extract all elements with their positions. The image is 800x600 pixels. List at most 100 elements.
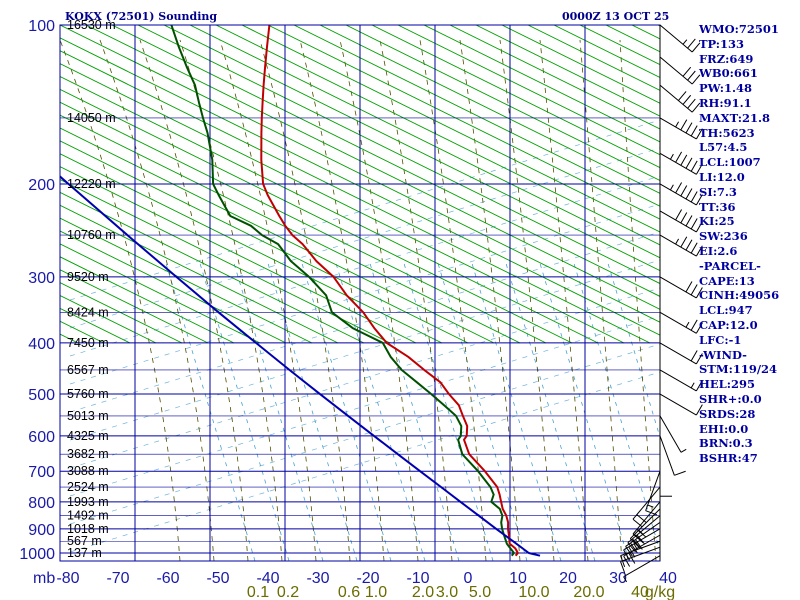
wind-barb	[623, 555, 661, 583]
moist-adiabat	[579, 39, 623, 561]
stat-line: TP:133	[699, 36, 745, 51]
mixing-ratio-line	[266, 259, 358, 561]
mixing-ratio-label: 0.6	[338, 584, 360, 600]
wind-barb	[659, 435, 686, 476]
wind-barb	[659, 209, 703, 233]
stat-line: -WIND-	[699, 347, 747, 362]
dry-adiabat	[475, 25, 660, 117]
moist-adiabat	[99, 39, 215, 561]
temp-label-20: 20	[559, 570, 577, 587]
pressure-label-300: 300	[28, 270, 55, 287]
mixing-ratio-line	[470, 259, 562, 561]
height-label: 7450 m	[67, 336, 109, 350]
saturation-guide	[69, 287, 660, 469]
stat-line: LI:12.0	[699, 169, 745, 184]
stat-line: SW:236	[699, 229, 748, 244]
dry-adiabat	[60, 269, 209, 344]
height-label: 5013 m	[67, 409, 109, 423]
dry-adiabat	[397, 25, 660, 156]
mixing-ratio-label: 10.0	[518, 584, 549, 600]
pressure-label-100: 100	[28, 18, 55, 35]
temp-label--60: -60	[156, 570, 179, 587]
stat-line: SHR+:0.0	[699, 391, 762, 406]
wind-barb	[659, 234, 703, 257]
moist-adiabat	[259, 39, 351, 561]
temp-label--50: -50	[206, 570, 229, 587]
stat-line: TT:36	[699, 199, 736, 214]
height-label: 3682 m	[67, 447, 109, 461]
pressure-label-400: 400	[28, 336, 55, 353]
mixing-ratio-line	[368, 259, 460, 561]
height-label: 8424 m	[67, 305, 109, 319]
temp-label--10: -10	[406, 570, 429, 587]
temp-label--30: -30	[306, 570, 329, 587]
mixing-ratio-label: 2.0	[412, 584, 434, 600]
pressure-labels: 1000 900 800 700 600 500 400 300 200 100	[19, 18, 55, 563]
wind-barb	[659, 117, 703, 140]
wind-barb	[645, 471, 661, 516]
dry-adiabat	[423, 25, 660, 143]
moist-adiabat	[459, 39, 521, 561]
mixing-ratio-line	[504, 259, 596, 561]
dry-adiabat	[527, 25, 660, 91]
pressure-label-700: 700	[28, 464, 55, 481]
dry-adiabat	[60, 256, 235, 344]
height-label: 16530 m	[67, 18, 116, 32]
height-label: 14050 m	[67, 111, 116, 125]
mixing-ratio-line	[606, 259, 660, 439]
mixing-ratio-line	[232, 259, 324, 561]
temp-label-30: 30	[609, 570, 627, 587]
height-label: 10760 m	[67, 228, 116, 242]
stat-line: L57:4.5	[699, 140, 748, 155]
wind-barb	[632, 486, 661, 528]
mixing-ratio-label: 1.0	[365, 584, 387, 600]
mixing-ratio-label: 0.1	[247, 584, 269, 600]
saturation-guide	[69, 315, 660, 497]
wind-barb	[659, 182, 703, 206]
mixing-ratio-label: 20.0	[573, 584, 604, 600]
temp-label--80: -80	[56, 570, 79, 587]
stat-line: HEL:295	[699, 377, 755, 392]
dry-adiabat	[449, 25, 660, 130]
height-label: 12220 m	[67, 177, 116, 191]
temperature-labels: -80 -70 -60 -50 -40 -30 -20 -10 0 10 20 30 40	[56, 570, 677, 587]
dry-adiabat	[60, 230, 287, 344]
moist-adiabat	[219, 39, 317, 561]
temp-label--70: -70	[106, 570, 129, 587]
stat-line: BRN:0.3	[699, 436, 753, 451]
dry-adiabat	[60, 191, 365, 344]
stat-line: STM:119/24	[699, 362, 778, 377]
pressure-label-600: 600	[28, 429, 55, 446]
saturation-guide	[69, 259, 660, 441]
dry-adiabat	[60, 217, 313, 344]
height-label: 2524 m	[67, 480, 109, 494]
moist-adiabat	[659, 40, 660, 51]
wind-barb	[659, 393, 703, 416]
mixing-ratio-line	[436, 259, 528, 561]
mixing-ratio-line	[164, 259, 256, 561]
dry-adiabat	[371, 25, 660, 169]
height-label: 9520 m	[67, 270, 109, 284]
stat-line: CINH:49056	[699, 288, 780, 303]
mixing-ratio-line	[538, 259, 630, 561]
dry-adiabat	[0, 25, 26, 343]
height-label: 137 m	[67, 546, 102, 560]
pressure-unit-label: mb	[33, 570, 55, 587]
mixing-ratio-labels: 0.1 0.2 0.6 1.0 2.0 3.0 5.0 10.0 20.0 40g/kg	[247, 584, 675, 600]
height-label: 1993 m	[67, 495, 109, 509]
parcel-profile	[60, 175, 541, 557]
stat-line: KI:25	[699, 214, 735, 229]
stat-line: EHI:0.0	[699, 421, 749, 436]
wind-barb	[659, 56, 701, 85]
mixing-ratio-line	[300, 259, 392, 561]
saturation-guide	[69, 231, 660, 413]
height-label: 1492 m	[67, 509, 109, 523]
wind-barb	[659, 24, 701, 53]
wind-barb	[659, 342, 703, 365]
saturation-guide	[69, 119, 660, 301]
stat-line: MAXT:21.8	[699, 110, 770, 125]
temp-label--20: -20	[356, 570, 379, 587]
wind-barb	[620, 546, 661, 574]
moist-adiabat	[379, 39, 453, 561]
